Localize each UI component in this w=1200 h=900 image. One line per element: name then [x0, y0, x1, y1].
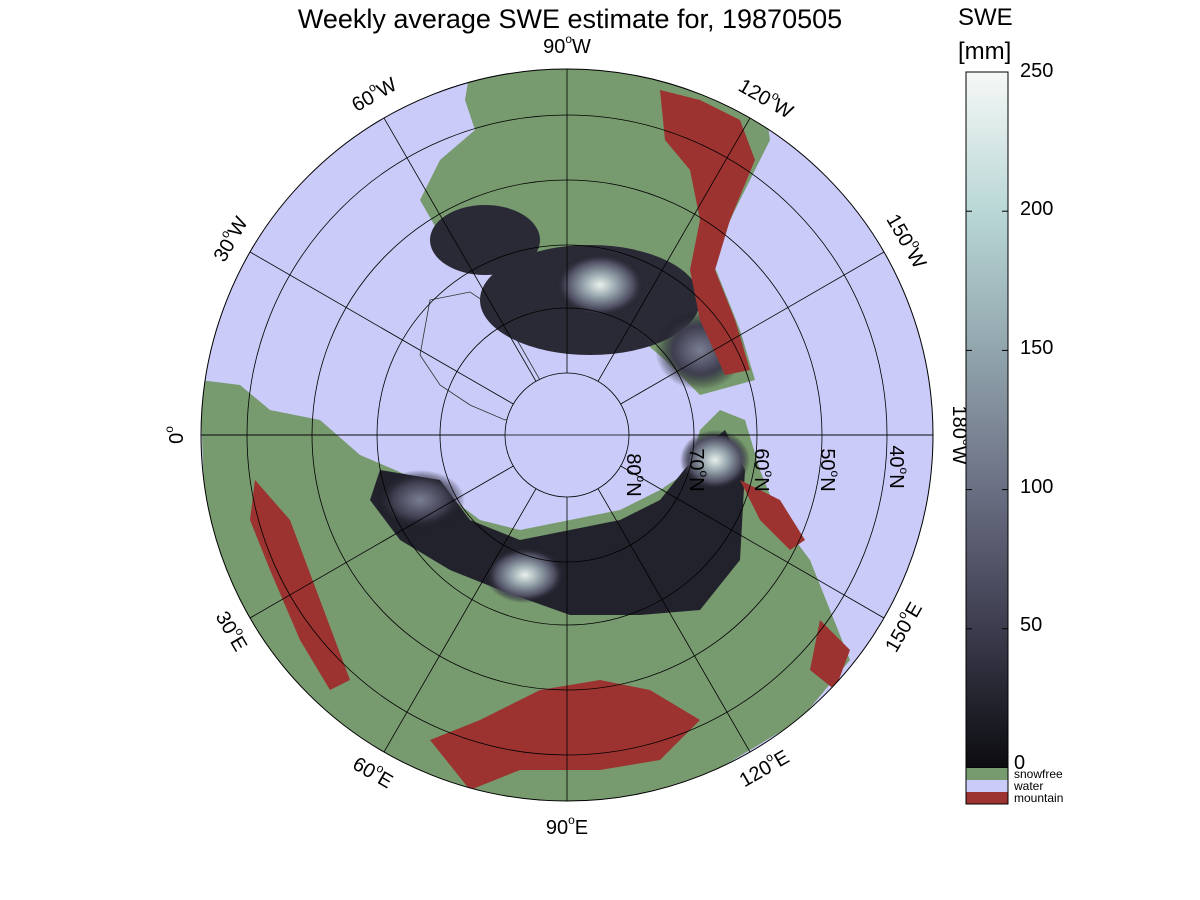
latitude-label: 50oN: [816, 448, 842, 491]
land-layer: [201, 69, 850, 801]
latitude-label: 60oN: [750, 448, 776, 491]
swe-band-north-america-west: [430, 205, 540, 275]
colorbar-unit: [mm]: [958, 38, 1012, 65]
meridian-line: [597, 117, 751, 382]
legend-swatch-mountain: [966, 792, 1008, 804]
mountain-central-asia: [430, 680, 700, 790]
meridian-line: [620, 465, 885, 619]
graticule: [201, 69, 933, 801]
legend-swatch-water: [966, 780, 1008, 792]
mountain-europe: [250, 480, 350, 690]
colorbar-title: SWE: [958, 4, 1013, 31]
meridian-line: [597, 488, 751, 753]
map-border: [200, 68, 934, 802]
longitude-label: 90oW: [543, 32, 591, 58]
mountain-kamchatka: [810, 620, 850, 690]
longitude-label: 90oE: [546, 813, 588, 839]
latitude-label: 80oN: [622, 453, 648, 496]
map-title: Weekly average SWE estimate for, 1987050…: [297, 4, 843, 34]
swe-band-eurasia: [370, 430, 745, 615]
legend-label-mountain: mountain: [1014, 791, 1064, 805]
mountain-east-siberia: [740, 480, 805, 550]
colorbar-tick-label: 50: [1020, 614, 1043, 636]
meridian-line: [249, 251, 514, 405]
swe-peak-north-america: [555, 253, 645, 317]
swe-peak-scandinavia: [375, 470, 465, 530]
meridian-line: [383, 117, 537, 382]
legend-swatch-snowfree: [966, 768, 1008, 780]
meridian-line: [620, 251, 885, 405]
colorbar-gradient: [965, 71, 1009, 769]
swe-peak-siberia-east: [680, 430, 750, 490]
colorbar-tick-label: 150: [1020, 337, 1054, 359]
longitude-label: 0o: [162, 426, 188, 444]
colorbar-tick-label: 0: [1014, 752, 1026, 774]
longitude-label: 30oW: [206, 211, 253, 266]
colorbar-frame: [965, 71, 1009, 805]
latitude-labels: 80oN 70oN 60oN 50oN 40oN: [622, 445, 911, 496]
mountain-rockies: [660, 90, 755, 375]
legend-label-water: water: [1014, 779, 1044, 793]
longitude-label: 60oW: [346, 70, 401, 117]
swe-peak-siberia-west: [485, 547, 565, 603]
colorbar-tick-label: 200: [1020, 198, 1054, 220]
colorbar-tick-label: 100: [1020, 476, 1054, 498]
legend-label-snowfree: snowfree: [1014, 767, 1063, 781]
latitude-label: 70oN: [685, 448, 711, 491]
colorbar-tick-label: 250: [1020, 60, 1054, 82]
meridian-line: [383, 488, 537, 753]
latitude-label: 40oN: [885, 445, 911, 488]
meridian-line: [249, 465, 514, 619]
